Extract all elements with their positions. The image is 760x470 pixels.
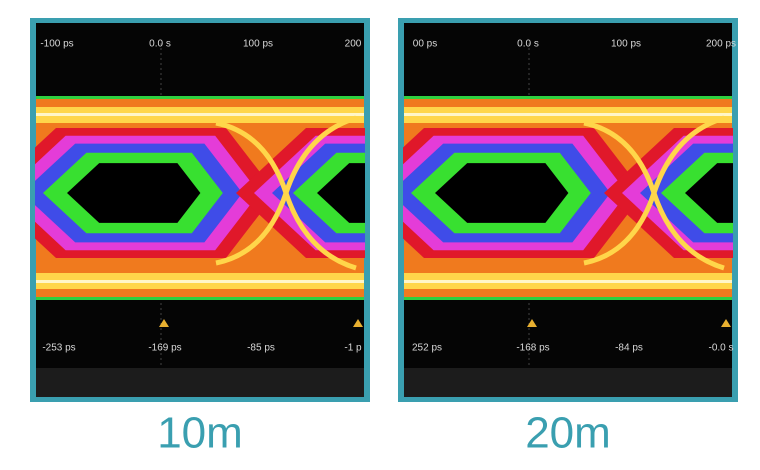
time-label: 00 ps xyxy=(413,39,437,50)
time-label: -85 ps xyxy=(247,343,275,354)
time-label: -0.0 s xyxy=(708,343,733,354)
time-label: 100 ps xyxy=(243,39,273,50)
time-label: -169 ps xyxy=(148,343,181,354)
time-label: -1 p xyxy=(344,343,362,354)
cable-length-caption: 20m xyxy=(525,409,611,458)
time-label: 100 ps xyxy=(611,39,641,50)
time-label: -100 ps xyxy=(40,39,73,50)
eye-pattern xyxy=(354,23,760,397)
time-label: -84 ps xyxy=(615,343,643,354)
time-label: 0.0 s xyxy=(517,39,539,50)
time-label: -253 ps xyxy=(42,343,75,354)
scope-panel: -100 ps 0.0 s 100 ps 200 -253 ps -169 ps -85 p… xyxy=(30,18,370,402)
time-label: 200 xyxy=(345,39,362,50)
time-label: -168 ps xyxy=(516,343,549,354)
time-label: 0.0 s xyxy=(149,39,171,50)
cable-length-caption: 10m xyxy=(157,409,243,458)
scope-panel: 00 ps 0.0 s 100 ps 200 ps 252 ps -168 ps -84 p… xyxy=(354,18,760,402)
time-label: 200 ps xyxy=(706,39,736,50)
time-label: 252 ps xyxy=(412,343,442,354)
